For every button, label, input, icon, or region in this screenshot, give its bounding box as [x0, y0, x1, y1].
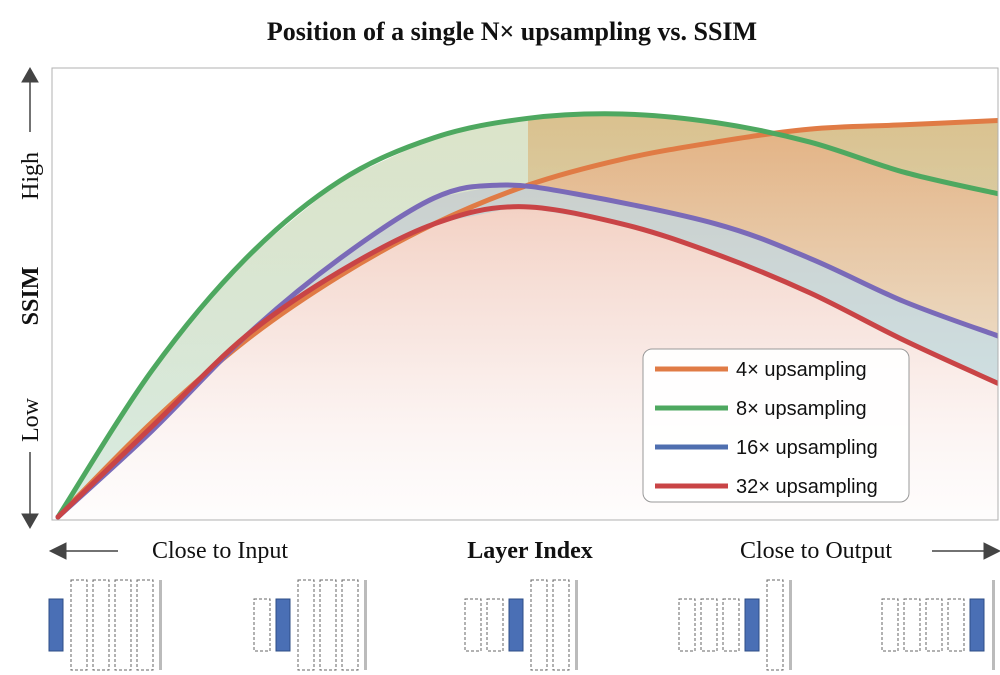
layer-block — [136, 579, 154, 671]
area-between-4x-and-8x — [528, 114, 998, 336]
layer-block — [903, 598, 921, 652]
plot-border — [51, 67, 999, 521]
upsampling-layer-block — [48, 598, 64, 652]
upsampling-layer-block — [275, 598, 291, 652]
layer-block — [530, 579, 548, 671]
area-between-16x-and-32x — [58, 185, 998, 518]
layer-block — [297, 579, 315, 671]
x-axis-label: Layer Index — [467, 538, 593, 564]
legend-item-8x: 8× upsampling — [655, 398, 867, 420]
layer-diagram-1 — [48, 579, 162, 671]
legend-label-4x: 4× upsampling — [736, 359, 867, 381]
output-bar — [992, 580, 995, 670]
legend-item-16x: 16× upsampling — [655, 437, 878, 459]
layer-block — [92, 579, 110, 671]
layer-block — [341, 579, 359, 671]
layer-block — [766, 579, 784, 671]
legend-item-4x: 4× upsampling — [655, 359, 867, 381]
y-high-label: High — [18, 152, 44, 200]
legend-label-8x: 8× upsampling — [736, 398, 867, 420]
y-axis-arrow — [21, 66, 39, 530]
layer-block — [678, 598, 696, 652]
legend-item-32x: 32× upsampling — [655, 476, 878, 498]
output-bar — [364, 580, 367, 670]
x-left-label: Close to Input — [152, 538, 288, 564]
y-axis-label: SSIM — [18, 267, 44, 326]
output-bar — [159, 580, 162, 670]
layer-block — [70, 579, 88, 671]
upsampling-layer-block — [969, 598, 985, 652]
layer-block — [722, 598, 740, 652]
layer-block — [114, 579, 132, 671]
legend-label-16x: 16× upsampling — [736, 437, 878, 459]
legend: 4× upsampling 8× upsampling 16× upsampli… — [642, 348, 910, 503]
series-line-32x — [55, 204, 998, 520]
layer-block — [552, 579, 570, 671]
layer-block — [700, 598, 718, 652]
layer-diagram-5 — [881, 580, 995, 670]
x-axis-arrow-left — [48, 542, 118, 560]
layer-block — [947, 598, 965, 652]
layer-block — [486, 598, 504, 652]
series-line-8x — [55, 111, 998, 520]
x-axis-arrow-right — [932, 542, 1000, 560]
layer-diagrams — [48, 579, 995, 671]
legend-box — [642, 348, 910, 503]
layer-block — [464, 598, 482, 652]
layer-block — [881, 598, 899, 652]
legend-label-32x: 32× upsampling — [736, 476, 878, 498]
upsampling-layer-block — [508, 598, 524, 652]
layer-block — [319, 579, 337, 671]
layer-block — [253, 598, 271, 652]
x-right-label: Close to Output — [740, 538, 892, 564]
layer-block — [925, 598, 943, 652]
layer-diagram-4 — [678, 579, 792, 671]
upsampling-layer-block — [744, 598, 760, 652]
y-low-label: Low — [18, 397, 44, 442]
layer-diagram-2 — [253, 579, 367, 671]
chart-title: Position of a single N× upsampling vs. S… — [267, 17, 757, 46]
output-bar — [789, 580, 792, 670]
output-bar — [575, 580, 578, 670]
layer-diagram-3 — [464, 579, 578, 671]
